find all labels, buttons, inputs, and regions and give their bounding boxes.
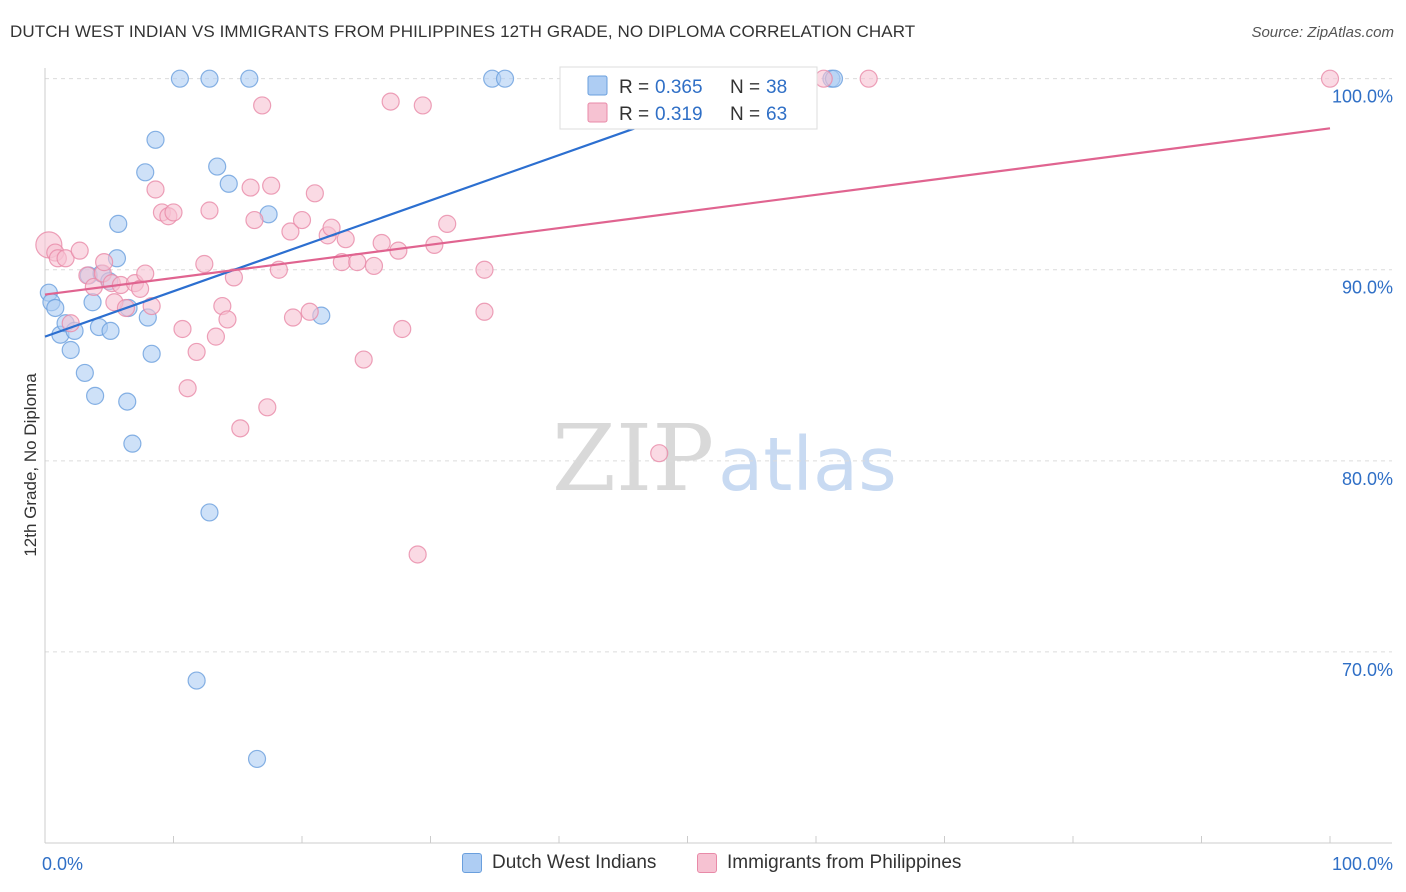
dutch-west-indian-point xyxy=(136,163,155,182)
dutch-west-indian-point xyxy=(200,503,219,522)
n-value-pink: 63 xyxy=(766,104,787,125)
watermark: ZIP atlas xyxy=(552,405,897,512)
philippines-point xyxy=(187,342,206,362)
dutch-west-indian-point xyxy=(46,298,65,318)
philippines-point xyxy=(372,233,391,253)
source-label: Source: ZipAtlas.com xyxy=(1251,24,1394,41)
philippines-point xyxy=(859,69,878,88)
dutch-west-indian-point xyxy=(83,293,102,312)
stats-swatch-pink xyxy=(587,102,608,123)
philippines-point xyxy=(300,302,319,321)
philippines-point xyxy=(218,310,237,329)
r-label-pink: R = xyxy=(619,104,649,125)
philippines-point xyxy=(142,296,161,316)
x-tick-label: 0.0% xyxy=(42,854,83,874)
philippines-point xyxy=(241,178,260,197)
dutch-west-indian-point xyxy=(109,214,128,233)
philippines-point xyxy=(354,350,373,369)
dutch-west-indian-point xyxy=(208,157,227,176)
philippines-point xyxy=(178,379,197,398)
y-tick-label: 70.0% xyxy=(1342,660,1393,680)
dutch-west-indian-point xyxy=(101,321,120,340)
philippines-point xyxy=(292,210,312,230)
y-tick-label: 80.0% xyxy=(1342,469,1393,489)
philippines-point xyxy=(281,222,300,241)
philippines-point xyxy=(283,308,303,327)
philippines-point xyxy=(195,254,214,274)
philippines-point xyxy=(70,241,89,260)
dutch-west-indian-point xyxy=(219,174,238,193)
dutch-west-indian-point xyxy=(123,434,142,453)
chart-title: DUTCH WEST INDIAN VS IMMIGRANTS FROM PHI… xyxy=(10,22,916,41)
r-value-pink: 0.319 xyxy=(655,104,703,125)
r-value-blue: 0.365 xyxy=(655,77,703,98)
grid xyxy=(45,78,1392,653)
watermark-atlas: atlas xyxy=(718,422,897,508)
philippines-point xyxy=(262,176,281,195)
n-label-blue: N = xyxy=(730,77,760,98)
points-layer xyxy=(35,69,1340,769)
philippines-point xyxy=(1320,69,1340,88)
trend-line-pink xyxy=(44,127,1331,296)
dutch-west-indian-point xyxy=(247,749,267,769)
watermark-zip: ZIP xyxy=(552,405,714,512)
philippines-point xyxy=(364,256,384,276)
dutch-west-indian-point xyxy=(61,340,80,360)
dutch-west-indian-point xyxy=(86,386,105,405)
legend-label-immigrants-from-philippines: Immigrants from Philippines xyxy=(727,852,962,873)
philippines-point xyxy=(200,201,219,220)
philippines-point xyxy=(206,327,226,346)
y-tick-label: 90.0% xyxy=(1342,278,1393,298)
philippines-point xyxy=(475,302,494,321)
dutch-west-indian-point xyxy=(118,392,137,411)
philippines-point xyxy=(231,419,250,438)
philippines-point xyxy=(650,444,669,463)
philippines-point xyxy=(438,214,457,233)
dutch-west-indian-point xyxy=(142,344,161,363)
legend-item-immigrants-from-philippines: Immigrants from Philippines xyxy=(697,852,961,874)
philippines-point xyxy=(146,180,165,199)
philippines-point xyxy=(245,210,264,230)
bottom-legend: Dutch West Indians Immigrants from Phili… xyxy=(0,852,1406,878)
dutch-west-indian-point xyxy=(240,69,259,88)
tick-labels: 100.0% 90.0% 80.0% 70.0% 0.0% 100.0% xyxy=(42,87,1393,874)
philippines-point xyxy=(56,249,75,268)
legend-item-dutch-west-indians: Dutch West Indians xyxy=(462,852,656,874)
philippines-point xyxy=(348,253,367,272)
dutch-west-indian-point xyxy=(200,69,219,88)
y-tick-label: 100.0% xyxy=(1332,87,1393,107)
philippines-point xyxy=(258,398,277,417)
philippines-point xyxy=(253,96,272,115)
n-value-blue: 38 xyxy=(766,77,787,98)
philippines-point xyxy=(136,264,155,283)
philippines-point xyxy=(381,92,400,111)
stats-swatch-blue xyxy=(587,75,608,96)
legend-label-dutch-west-indians: Dutch West Indians xyxy=(492,852,657,873)
legend-swatch-pink xyxy=(697,853,717,873)
philippines-point xyxy=(95,253,114,272)
r-label-blue: R = xyxy=(619,77,649,98)
axes xyxy=(44,68,1392,844)
philippines-point xyxy=(393,319,412,339)
philippines-point xyxy=(814,69,833,88)
n-label-pink: N = xyxy=(730,104,760,125)
philippines-point xyxy=(61,314,80,333)
philippines-point xyxy=(475,260,494,279)
dutch-west-indian-point xyxy=(75,363,94,383)
dutch-west-indian-point xyxy=(146,130,165,149)
stats-legend: R = 0.365 N = 38 R = 0.319 N = 63 xyxy=(559,66,818,130)
dutch-west-indian-point xyxy=(495,69,515,88)
philippines-point xyxy=(413,96,432,115)
legend-swatch-blue xyxy=(462,853,482,873)
dutch-west-indian-point xyxy=(187,671,206,690)
y-axis-label: 12th Grade, No Diploma xyxy=(21,373,40,557)
philippines-point xyxy=(305,184,324,203)
philippines-point xyxy=(173,319,192,339)
philippines-point xyxy=(164,203,183,222)
x-tick-label: 100.0% xyxy=(1332,854,1393,874)
dutch-west-indian-point xyxy=(170,69,190,88)
philippines-point xyxy=(408,545,427,564)
